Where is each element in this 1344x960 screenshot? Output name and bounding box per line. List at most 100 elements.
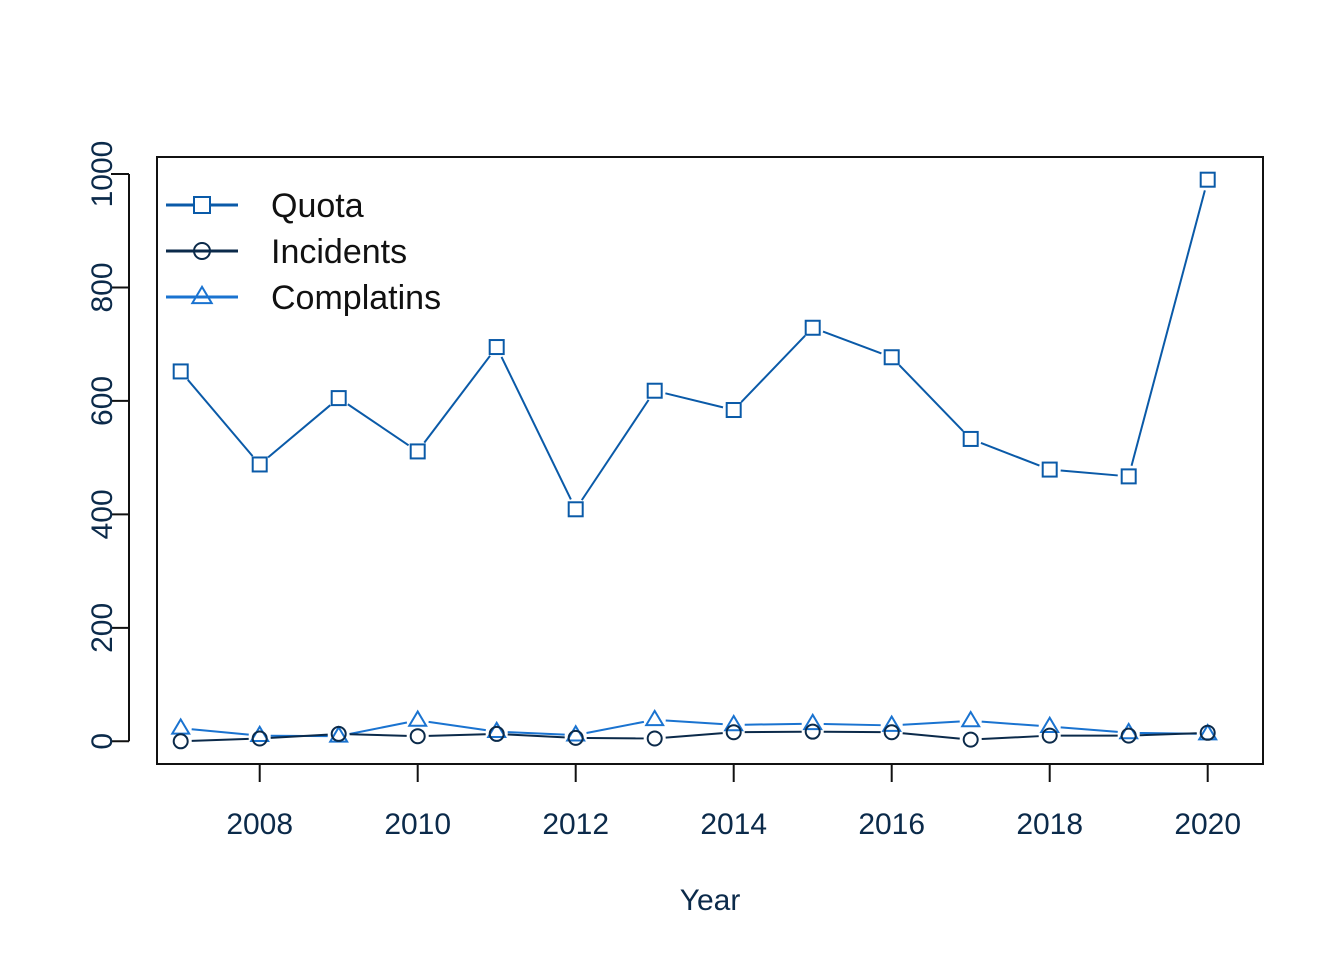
series-line-segment (665, 719, 723, 726)
series-quota (172, 171, 1216, 518)
legend-item-complatins: Complatins (166, 279, 441, 317)
data-point (723, 714, 744, 732)
data-point (646, 382, 663, 399)
series-line-segment (1130, 190, 1206, 467)
data-point (567, 501, 584, 518)
series-line-segment (428, 733, 486, 737)
data-point (488, 339, 505, 356)
data-point (960, 710, 981, 728)
plot-frame (156, 156, 1264, 765)
y-tick-label: 800 (86, 262, 119, 312)
data-point (172, 733, 189, 750)
legend-item-quota: Quota (166, 187, 364, 225)
data-point (409, 443, 426, 460)
series-line-segment (665, 392, 724, 409)
data-point (409, 728, 426, 745)
data-point (330, 725, 347, 742)
series-line-segment (981, 735, 1039, 741)
series-line-segment (580, 399, 650, 501)
data-point (802, 712, 823, 731)
legend-label: Quota (271, 187, 364, 225)
data-point (883, 349, 900, 366)
data-point (962, 731, 979, 748)
data-point (883, 724, 900, 741)
series-line-segment (507, 733, 565, 739)
legend-item-incidents: Incidents (166, 233, 407, 271)
x-tick-label: 2018 (1016, 808, 1083, 841)
data-point (251, 456, 268, 473)
x-tick-label: 2008 (226, 808, 293, 841)
y-tick-label: 600 (86, 376, 119, 426)
data-point (881, 714, 902, 732)
y-tick-label: 400 (86, 489, 119, 539)
x-axis-label: Year (680, 884, 741, 917)
series-line-segment (507, 731, 565, 736)
series-line-segment (187, 379, 254, 457)
data-point (1120, 727, 1137, 744)
series-line-segment (1060, 726, 1118, 733)
legend-marker (190, 284, 214, 305)
y-tick-label: 200 (86, 603, 119, 653)
data-point (172, 363, 189, 380)
data-point (170, 717, 191, 735)
series-line-segment (586, 720, 645, 734)
series-line-segment (902, 720, 960, 726)
legend-label: Complatins (271, 279, 441, 317)
series-line-segment (267, 404, 331, 459)
x-axis: 2008 2010 2012 2014 2016 2018 2020 (226, 764, 1241, 841)
data-point (804, 319, 821, 336)
series-line-segment (822, 330, 882, 355)
series-line-segment (349, 721, 408, 736)
data-point (330, 390, 347, 407)
series-line-segment (823, 722, 881, 727)
series-layer (170, 171, 1218, 750)
legend-label: Incidents (271, 233, 407, 271)
legend-marker (193, 242, 211, 260)
data-point (251, 730, 268, 747)
y-tick-label: 0 (86, 733, 119, 750)
data-point (962, 430, 979, 447)
data-point (1199, 171, 1216, 188)
data-point (725, 724, 742, 741)
y-tick-label: 1000 (86, 141, 119, 208)
data-point (1041, 461, 1058, 478)
y-axis: 0 200 400 600 800 1000 (86, 141, 130, 750)
data-point (725, 402, 742, 419)
series-line-segment (902, 732, 960, 740)
data-point (644, 708, 665, 727)
data-point (646, 730, 663, 747)
data-point (804, 723, 821, 740)
series-line-segment (428, 720, 486, 732)
series-line-segment (270, 733, 328, 739)
series-line-segment (500, 356, 572, 500)
series-line-segment (665, 732, 723, 739)
series-line-segment (740, 334, 806, 403)
series-line-segment (744, 722, 802, 726)
series-line-segment (423, 355, 491, 444)
x-tick-label: 2012 (542, 808, 609, 841)
series-line-segment (1060, 469, 1118, 477)
series-line-segment (191, 728, 249, 736)
legend-marker (193, 196, 211, 214)
data-point (1199, 724, 1216, 741)
series-line-segment (1139, 732, 1197, 737)
series-line-segment (898, 364, 964, 432)
series-incidents (172, 723, 1216, 750)
data-point (1039, 715, 1060, 733)
data-point (486, 720, 507, 739)
data-point (567, 729, 584, 746)
data-point (1041, 727, 1058, 744)
data-point (407, 709, 428, 727)
x-tick-label: 2014 (700, 808, 767, 841)
series-line-segment (347, 403, 410, 447)
data-point (488, 725, 505, 742)
x-tick-label: 2010 (384, 808, 451, 841)
data-point (1120, 468, 1137, 485)
series-line-segment (981, 720, 1039, 727)
series-line-segment (191, 737, 249, 742)
x-tick-label: 2020 (1174, 808, 1241, 841)
x-tick-label: 2016 (858, 808, 925, 841)
legend: Quota Incidents Complatins (166, 187, 441, 317)
series-complatins (170, 708, 1218, 743)
